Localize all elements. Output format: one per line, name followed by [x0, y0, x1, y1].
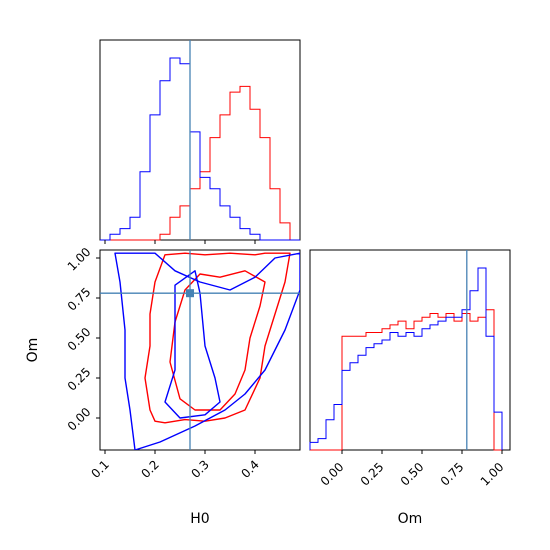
- om-axis-label-x: Om: [398, 511, 423, 527]
- tick-label-om-y-1: 0.25: [65, 365, 94, 394]
- joint-panel-frame: [99, 249, 301, 451]
- contour-red-outer: [144, 252, 291, 424]
- joint-contours: [100, 250, 300, 450]
- tick-label-h0-1: 0.2: [138, 457, 161, 480]
- tick-label-om-x-3: 0.75: [438, 460, 467, 489]
- h0-histogram-frame: [99, 39, 301, 241]
- tick-label-om-y-2: 0.50: [65, 325, 94, 354]
- om-hist-red: [310, 309, 502, 451]
- tick-label-om-x-2: 0.50: [398, 460, 427, 489]
- tick-label-h0-3: 0.4: [238, 457, 261, 480]
- om-histogram: [309, 250, 503, 451]
- om-histogram-frame: [309, 249, 511, 451]
- tick-label-h0-0: 0.1: [88, 457, 111, 480]
- h0-axis-label: H0: [190, 511, 209, 527]
- contour-blue-inner: [164, 270, 221, 419]
- om-axis-label-y: Om: [25, 338, 41, 363]
- tick-label-om-y-4: 1.00: [65, 245, 94, 274]
- tick-label-om-y-3: 0.75: [65, 285, 94, 314]
- tick-label-om-y-0: 0.00: [65, 405, 94, 434]
- h0-histogram: [100, 40, 300, 241]
- om-hist-blue: [309, 267, 503, 450]
- tick-label-om-x-1: 0.25: [358, 460, 387, 489]
- truth-marker: [186, 289, 194, 298]
- contour-blue-outer: [114, 252, 300, 450]
- tick-label-om-x-4: 1.00: [478, 460, 507, 489]
- tick-label-h0-2: 0.3: [188, 457, 211, 480]
- contour-red-inner: [169, 270, 266, 411]
- h0-hist-red: [100, 85, 300, 241]
- tick-label-om-x-0: 0.00: [318, 460, 347, 489]
